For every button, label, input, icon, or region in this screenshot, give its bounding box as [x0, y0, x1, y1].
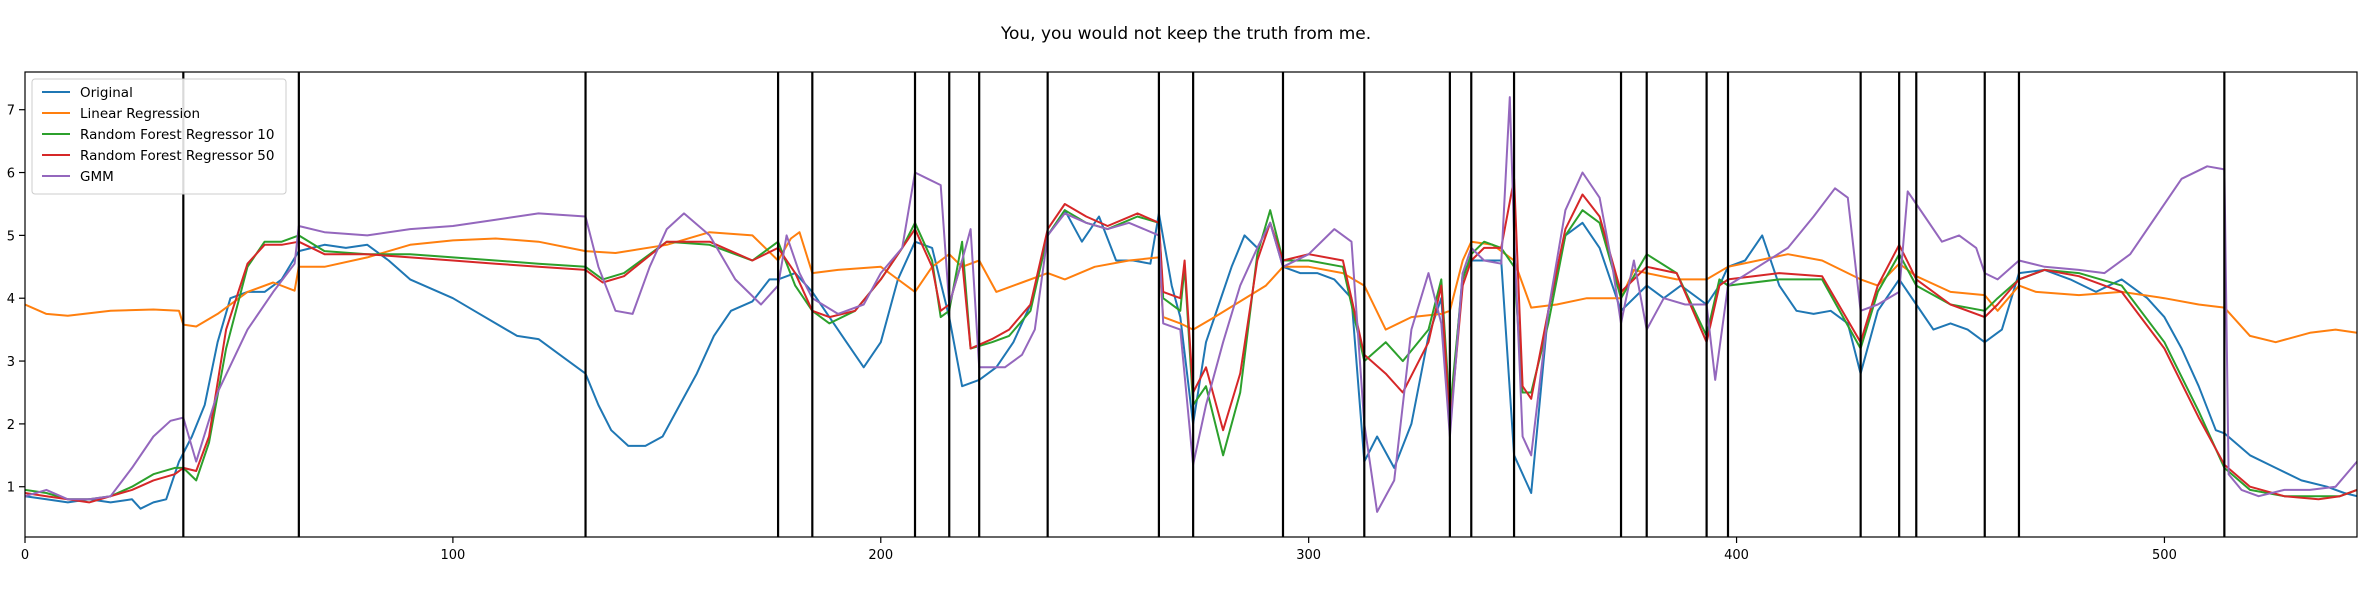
y-tick-label-5: 6 — [7, 167, 15, 182]
y-tick-label-0: 1 — [7, 481, 15, 496]
y-tick-label-1: 2 — [7, 418, 15, 433]
legend-label-4: GMM — [80, 169, 114, 185]
y-tick-label-4: 5 — [7, 229, 15, 244]
x-tick-label-0: 0 — [21, 548, 29, 563]
legend-label-0: Original — [80, 85, 133, 101]
series-line-1 — [25, 231, 2357, 344]
chart-title: You, you would not keep the truth from m… — [1000, 24, 1372, 44]
legend-label-3: Random Forest Regressor 50 — [80, 148, 274, 164]
x-tick-label-4: 400 — [1724, 548, 1749, 563]
y-tick-label-6: 7 — [7, 104, 15, 119]
series-line-4 — [25, 96, 2357, 513]
legend-frame — [31, 78, 287, 195]
axes-frame — [24, 71, 2358, 538]
y-tick-label-3: 4 — [7, 292, 15, 307]
x-tick-label-2: 200 — [868, 548, 893, 563]
y-tick-label-2: 3 — [7, 355, 15, 370]
x-tick-label-3: 300 — [1296, 548, 1321, 563]
legend-label-1: Linear Regression — [80, 106, 200, 122]
legend: Original Linear Regression Random Forest R… — [31, 78, 287, 195]
x-tick-label-1: 100 — [440, 548, 465, 563]
legend-label-2: Random Forest Regressor 10 — [80, 127, 274, 143]
series-line-3 — [25, 177, 2357, 504]
x-tick-label-5: 500 — [2152, 548, 2177, 563]
